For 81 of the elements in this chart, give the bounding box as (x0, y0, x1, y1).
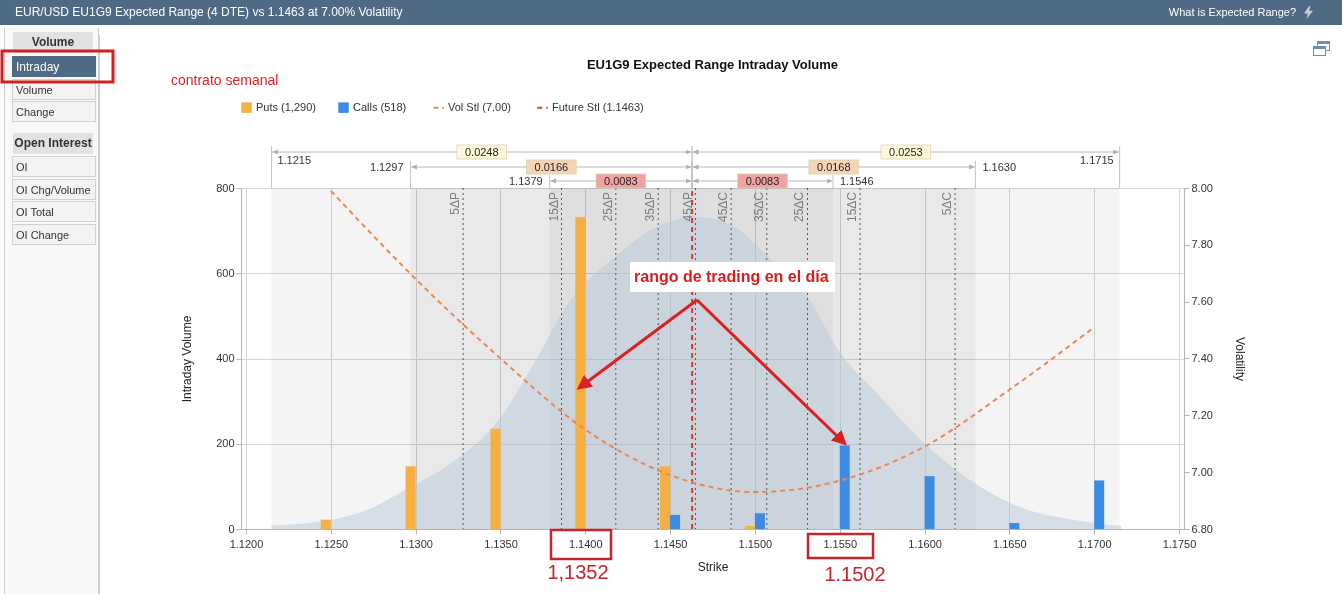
text: Open Interest (13, 133, 93, 154)
text: 1,1352 (547, 561, 609, 584)
band-label: 0.0083 (745, 175, 780, 187)
ref-line-label: 15ΔC (845, 191, 860, 223)
text: 1.1715 (1079, 154, 1114, 166)
text: OI Total (12, 201, 96, 222)
legend-label: Future Stl (1.1463) (552, 100, 644, 113)
legend-label: Puts (1,290) (256, 100, 316, 113)
bar (320, 519, 331, 529)
y2-tick-label: 7.60 (1191, 295, 1213, 308)
text: 1.1215 (277, 154, 312, 166)
y2-tick-label: 8.00 (1191, 181, 1213, 194)
x-axis-title: Strike (697, 559, 729, 574)
bar (744, 526, 755, 529)
bar (490, 428, 501, 529)
text: OI Change (12, 224, 96, 245)
y2-axis-title: Volatility (1232, 336, 1247, 382)
y-axis-title: Intraday Volume (180, 315, 195, 403)
x-tick-label: 1.1550 (823, 537, 858, 550)
annotation: rango de trading en el día (630, 262, 835, 292)
ref-line-label: 25ΔC (792, 191, 807, 223)
bar (924, 476, 935, 529)
x-tick-label: 1.1250 (314, 537, 349, 550)
text: 1.1546 (839, 175, 874, 187)
text: Intraday (12, 56, 96, 77)
y-tick-label: 400 (216, 352, 235, 364)
band-label: 0.0253 (889, 146, 923, 158)
text: 1.1379 (508, 175, 543, 187)
y2-tick-label: 7.20 (1191, 408, 1213, 421)
bar (660, 466, 671, 529)
band-label: 0.0168 (816, 161, 851, 173)
legend-label: Calls (518) (353, 100, 407, 113)
bar (754, 513, 765, 529)
ref-line-label: 35ΔC (751, 191, 766, 223)
band-label: 0.0248 (464, 146, 499, 158)
text: Change (12, 101, 96, 122)
y2-tick-label: 7.40 (1191, 352, 1213, 364)
band-label: 0.0166 (534, 161, 569, 173)
band-label: 0.0083 (604, 175, 638, 187)
chart-subtitle: EUR/USD EU1G9 Expected Range (4 DTE) vs 1.1463 at 7.00% Volatility (15, 5, 403, 19)
x-tick-label: 1.1600 (908, 537, 942, 550)
y-tick-label: 600 (216, 266, 235, 279)
text: OI Chg/Volume (12, 179, 96, 200)
text: contrato semanal (171, 72, 279, 88)
bar (839, 445, 850, 529)
y2-tick-label: 7.00 (1191, 465, 1213, 478)
x-tick-label: 1.1500 (738, 537, 773, 550)
x-tick-label: 1.1700 (1077, 537, 1112, 550)
text: Volume (13, 32, 93, 53)
x-tick-label: 1.1350 (484, 537, 518, 550)
legend-label: Vol Stl (7.00) (448, 100, 511, 113)
ref-line-label: 25ΔP (600, 192, 615, 222)
text: OI (12, 156, 96, 177)
x-tick-label: 1.1450 (653, 537, 688, 550)
ref-line-label: 5ΔP (448, 192, 463, 215)
x-tick-label: 1.1200 (229, 537, 264, 550)
text: What is Expected Range? (1168, 6, 1296, 18)
ref-line-label: 45ΔP (680, 192, 695, 222)
x-tick-label: 1.1400 (568, 537, 603, 550)
bar (575, 216, 586, 529)
chart-title: EU1G9 Expected Range Intraday Volume (586, 57, 839, 72)
text: 1.1297 (369, 161, 404, 173)
ref-line-label: 5ΔC (940, 191, 955, 216)
text: Volume (12, 79, 96, 100)
y2-tick-label: 7.80 (1191, 238, 1213, 251)
text: 1.1502 (824, 563, 886, 586)
bar (670, 514, 681, 529)
x-tick-label: 1.1300 (399, 537, 433, 550)
bar (1009, 523, 1020, 529)
text: 1.1630 (982, 161, 1017, 173)
y-tick-label: 0 (228, 522, 235, 535)
bar (1094, 480, 1105, 529)
x-tick-label: 1.1650 (993, 537, 1027, 550)
bar (405, 466, 416, 529)
y2-tick-label: 6.80 (1191, 522, 1213, 535)
ref-line-label: 45ΔC (716, 191, 731, 223)
ref-line-label: 35ΔP (643, 192, 658, 222)
y-tick-label: 800 (216, 181, 235, 194)
y-tick-label: 200 (216, 437, 235, 450)
ref-line-label: 15ΔP (546, 192, 561, 222)
x-tick-label: 1.1750 (1162, 537, 1197, 550)
